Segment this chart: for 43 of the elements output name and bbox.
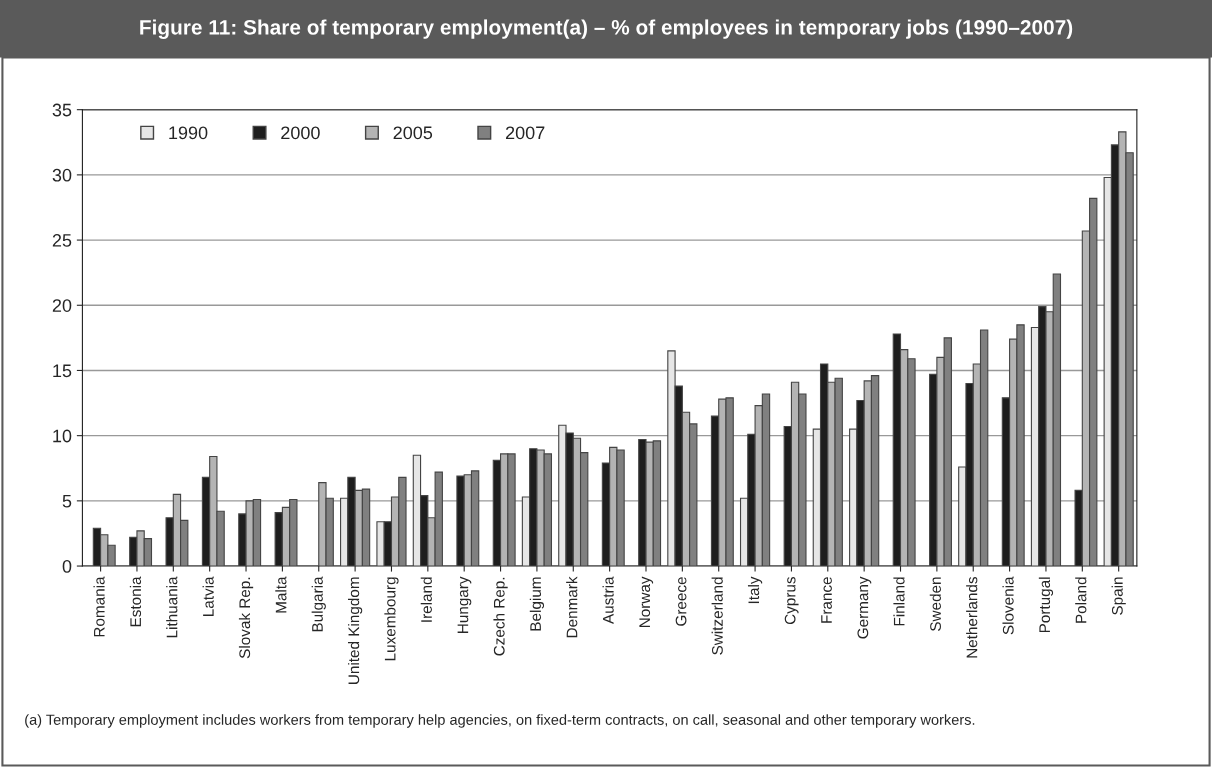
x-tick-label: Denmark [566,576,578,638]
x-tick-label: United Kingdom [348,577,363,684]
x-tick-label: Italy [747,576,763,604]
x-tick-label: Czech Rep. [493,577,508,656]
x-tick-label: Norway [639,576,654,627]
y-tick-label: 25 [52,234,72,247]
y-tick-label: 5 [62,494,72,508]
y-tick-label: 20 [52,299,72,312]
legend-label: 2007 [505,126,545,140]
text: (a) Temporary employment includes workers from temporary help agencies, on fixed-term contracts, on call, seasonal and other temporary workers. [25,714,975,728]
legend-label: 2005 [393,126,433,140]
y-tick-label: 0 [62,559,72,573]
x-tick-label: Luxembourg [384,577,399,661]
x-tick-label: Ireland [420,577,432,622]
x-tick-label: Belgium [529,577,545,631]
x-tick-label: Bulgaria [311,576,326,632]
x-tick-label: Finland [893,577,905,626]
x-tick-label: Estonia [129,576,142,627]
legend-label: 2000 [281,126,320,140]
x-tick-label: Latvia [202,576,214,616]
x-tick-label: Switzerland [711,577,723,655]
x-tick-label: Hungary [457,576,472,633]
x-tick-label: Netherlands [966,577,978,658]
x-tick-label: Slovenia [1002,576,1014,635]
x-tick-label: France [821,577,832,623]
x-tick-label: Portugal [1038,577,1054,633]
x-tick-label: Greece [675,577,687,626]
y-tick-label: 30 [52,168,72,182]
x-tick-label: Poland [1075,577,1087,623]
legend-label: 1990 [169,126,208,140]
x-tick-label: Cyprus [784,577,799,625]
x-tick-label: Sweden [929,577,941,631]
x-tick-label: Malta [275,576,287,613]
y-tick-label: 10 [53,429,72,443]
y-tick-label: 35 [52,103,72,117]
x-tick-label: Romania [93,576,105,637]
y-tick-label: 15 [53,364,72,378]
x-tick-label: Spain [1111,577,1126,615]
x-tick-label: Germany [857,576,872,639]
x-tick-label: Lithuania [166,576,178,638]
x-tick-label: Slovak Rep. [238,577,254,659]
chart-title: Figure 11: Share of temporary employment(a) – % of employees in temporary jobs (1990–2007) [140,19,1073,39]
x-tick-label: Austria [602,576,614,624]
